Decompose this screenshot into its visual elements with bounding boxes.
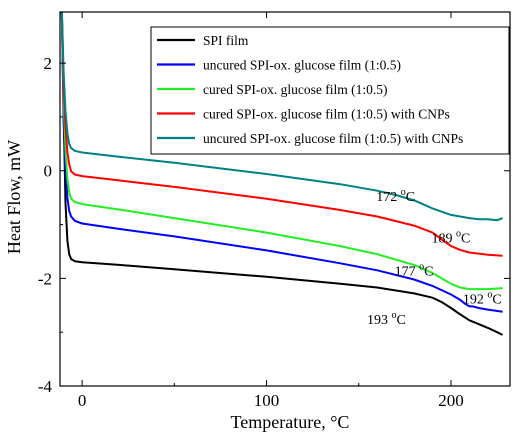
annotation-172: 172 oC: [376, 187, 415, 205]
legend-entry-3: cured SPI-ox. glucose film (1:0.5): [203, 82, 387, 97]
y-tick-label: 0: [44, 162, 53, 181]
series-line-4: [60, 12, 503, 257]
x-axis-label: Temperature, °C: [231, 412, 350, 432]
annotation-193: 193 oC: [367, 310, 406, 328]
legend-box: [150, 26, 510, 155]
y-axis-label: Heat Flow, mW: [4, 140, 24, 254]
y-tick-label: 2: [44, 54, 53, 73]
series-line-2: [60, 12, 503, 313]
y-tick-label: -4: [38, 377, 53, 396]
x-tick-label: 100: [254, 391, 280, 410]
annotation-192: 192 oC: [463, 290, 502, 308]
annotation-189: 189 oC: [432, 228, 471, 246]
annotation-layer: 172 oC 189 oC 177 oC 192 oC 193 oC: [367, 187, 502, 328]
series-line-1: [60, 12, 504, 336]
legend: SPI film uncured SPI-ox. glucose film (1:…: [150, 26, 510, 155]
series-line-3: [60, 12, 503, 291]
series-layer: [60, 12, 504, 336]
y-tick-label: -2: [38, 269, 52, 288]
annotation-177: 177 oC: [395, 262, 434, 280]
legend-entry-4: cured SPI-ox. glucose film (1:0.5) with …: [203, 107, 450, 122]
plot-frame: [59, 11, 511, 387]
series-line-5: [60, 12, 503, 222]
x-tick-label: 200: [438, 391, 464, 410]
axes-layer: 0 100 200 -4 -2 0 2: [38, 11, 511, 410]
x-tick-label: 0: [78, 391, 87, 410]
legend-entry-5: uncured SPI-ox. glucose film (1:0.5) wit…: [203, 131, 463, 146]
legend-entry-2: uncured SPI-ox. glucose film (1:0.5): [203, 58, 401, 73]
legend-entry-1: SPI film: [203, 33, 249, 48]
